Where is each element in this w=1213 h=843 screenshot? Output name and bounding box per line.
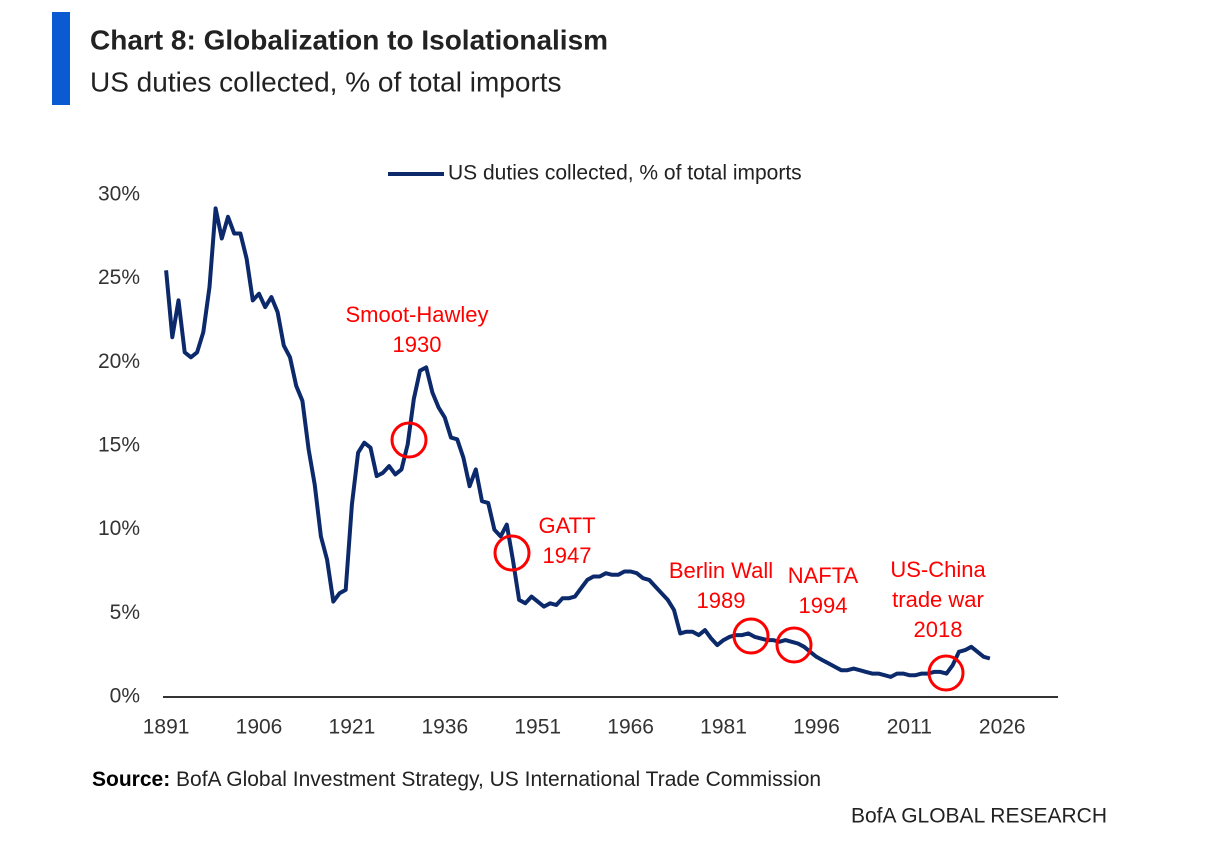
y-tick-label: 25%	[98, 266, 140, 289]
y-tick-label: 30%	[98, 183, 140, 206]
annotation-circle	[775, 626, 813, 664]
annotation-text: 2018	[914, 617, 963, 642]
source: Source: BofA Global Investment Strategy,…	[92, 768, 821, 791]
annotation-text: 1947	[543, 543, 592, 568]
line-series	[164, 206, 991, 679]
x-tick-label: 1951	[514, 716, 561, 739]
annotation-text: Berlin Wall	[669, 558, 773, 583]
y-tick-label: 20%	[98, 350, 140, 373]
x-tick-label: 1981	[700, 716, 747, 739]
x-tick-label: 2011	[887, 716, 932, 739]
x-tick-label: 1921	[329, 716, 376, 739]
annotation-circle	[493, 534, 531, 572]
annotation-circle	[732, 617, 770, 655]
x-tick-label: 1966	[607, 716, 654, 739]
annotation-text: 1989	[697, 588, 746, 613]
annotation-text: 1994	[799, 593, 848, 618]
footer: BofA GLOBAL RESEARCH	[851, 805, 1107, 828]
annotation-text: NAFTA	[788, 563, 859, 588]
x-tick-label: 1906	[236, 716, 283, 739]
annotation-text: US-China	[890, 557, 986, 582]
source-text: BofA Global Investment Strategy, US Inte…	[176, 768, 821, 791]
y-tick-label: 0%	[110, 685, 140, 708]
y-tick-label: 10%	[98, 517, 140, 540]
y-tick-label: 5%	[110, 601, 140, 624]
annotation-text: trade war	[892, 587, 984, 612]
annotation-circle	[927, 654, 965, 692]
x-tick-label: 1891	[143, 716, 190, 739]
chart-title: Chart 8: Globalization to Isolationalism	[90, 24, 608, 55]
x-tick-label: 2026	[979, 716, 1026, 739]
source-label: Source:	[92, 768, 170, 791]
annotation-circle	[390, 421, 428, 459]
y-tick-label: 15%	[98, 434, 140, 457]
title-accent	[52, 12, 70, 105]
annotation-text: GATT	[538, 513, 595, 538]
legend-label: US duties collected, % of total imports	[448, 162, 802, 185]
annotation-text: 1930	[393, 332, 442, 357]
x-tick-label: 1996	[793, 716, 840, 739]
annotation-text: Smoot-Hawley	[345, 302, 488, 327]
x-tick-label: 1936	[421, 716, 468, 739]
chart-subtitle: US duties collected, % of total imports	[90, 66, 562, 97]
